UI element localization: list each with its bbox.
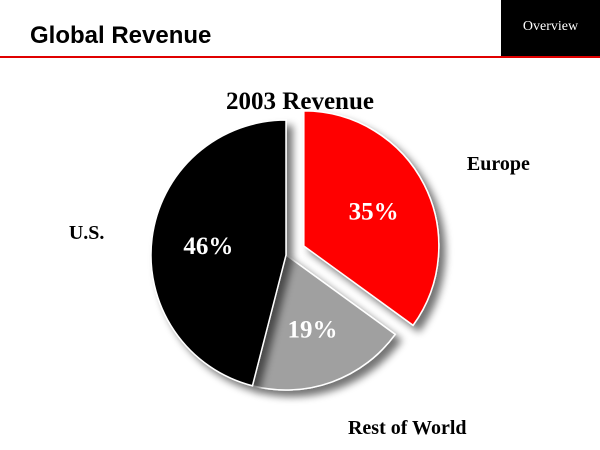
- category-label-europe: Europe: [467, 153, 530, 175]
- chart-title: 2003 Revenue: [226, 88, 374, 115]
- data-label-rest-of-world: 19%: [288, 317, 338, 344]
- pie-slice-rest-of-world: [251, 253, 397, 391]
- category-label-us: U.S.: [69, 222, 105, 244]
- data-label-europe: 35%: [349, 198, 399, 225]
- slide-title: Global Revenue: [30, 22, 212, 49]
- pie-slice-europe: [303, 110, 440, 327]
- category-label-rest-of-world: Rest of World: [348, 417, 467, 439]
- section-tab[interactable]: Overview: [501, 0, 600, 56]
- title-divider: [0, 56, 600, 58]
- data-label-us: 46%: [183, 233, 233, 260]
- pie-slice-us: [150, 119, 287, 387]
